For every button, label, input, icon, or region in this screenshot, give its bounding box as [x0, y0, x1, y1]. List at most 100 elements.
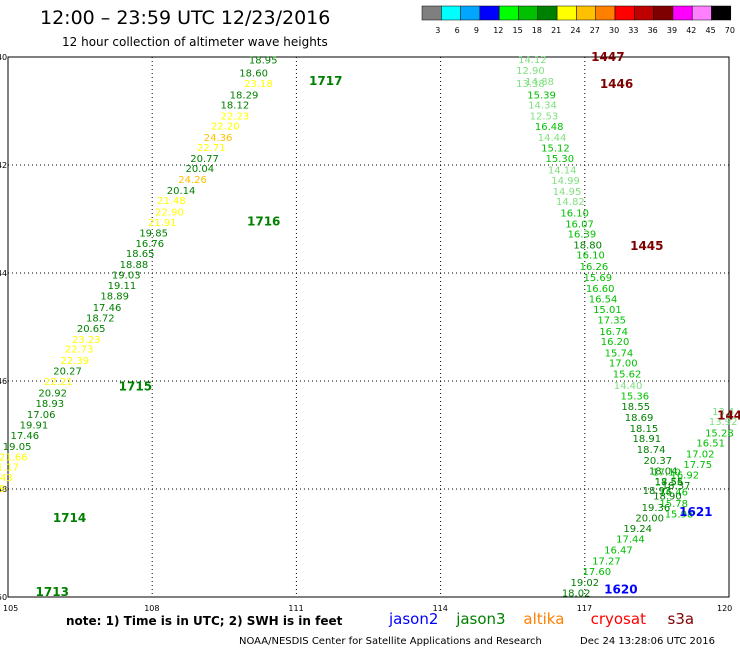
wave-height-value: 15.39 — [527, 90, 556, 101]
pass-number-label: 1620 — [604, 582, 637, 596]
wave-height-value: 18.37 — [662, 481, 691, 492]
satellite-s3a-label: s3a — [668, 610, 695, 628]
wave-height-value: 18.93 — [643, 486, 672, 497]
wave-height-value: 16.60 — [586, 284, 615, 295]
wave-height-value: 17.02 — [686, 449, 715, 460]
legend-swatch — [653, 5, 674, 21]
wave-height-value: 19.02 — [570, 578, 599, 589]
plot-frame — [7, 56, 730, 598]
wave-height-value: 14.44 — [538, 133, 567, 144]
wave-height-value: 24.26 — [178, 175, 207, 186]
wave-height-value: 17.75 — [683, 460, 712, 471]
x-tick-label: 105 — [3, 604, 18, 613]
wave-height-value: 12.53 — [530, 111, 559, 122]
wave-height-value: 17.35 — [597, 315, 626, 326]
wave-height-value: 16.76 — [135, 239, 164, 250]
pass-number-label: 1714 — [53, 511, 86, 525]
x-tick-label: 120 — [717, 604, 732, 613]
wave-height-value: 21.43 — [0, 473, 13, 484]
satellite-jason2-label: jason2 — [388, 610, 438, 628]
wave-height-value: 17.46 — [93, 303, 122, 314]
wave-height-value: 16.47 — [604, 545, 633, 556]
y-tick-label: -50 — [0, 593, 7, 602]
wave-height-value: 15.69 — [583, 273, 612, 284]
wave-height-value: 17.10 — [652, 468, 681, 479]
wave-height-value: 16.54 — [589, 294, 618, 305]
wave-height-value: 12.90 — [516, 66, 545, 77]
wave-height-value: 20.14 — [167, 186, 196, 197]
pass-number-label: 1716 — [247, 215, 280, 229]
wave-height-value: 23.18 — [244, 79, 273, 90]
wave-height-value: 16.46 — [659, 488, 688, 499]
wave-height-value: 19.24 — [623, 524, 652, 535]
wave-height-value: 13.92 — [709, 417, 738, 428]
legend-label: 6 — [455, 26, 460, 35]
legend-label: 33 — [628, 26, 638, 35]
wave-height-value: 18.90 — [653, 491, 682, 502]
legend-swatch — [691, 5, 712, 21]
wave-height-value: 20.27 — [53, 367, 82, 378]
wave-height-value: 14.95 — [553, 187, 582, 198]
wave-height-value: 20.65 — [77, 324, 106, 335]
wave-height-value: 19.03 — [112, 271, 141, 282]
y-tick-label: -46 — [0, 377, 7, 386]
wave-height-value: 15.74 — [605, 348, 634, 359]
x-tick-label: 111 — [288, 604, 303, 613]
y-tick-label: -42 — [0, 161, 7, 170]
legend-label: 21 — [551, 26, 561, 35]
legend-label: 36 — [648, 26, 658, 35]
legend-label: 15 — [513, 26, 523, 35]
wave-height-value: 22.71 — [197, 143, 226, 154]
pass-number-label: 1444 — [717, 409, 740, 423]
wave-height-value: 18.95 — [249, 56, 278, 67]
wave-height-value: 16.07 — [565, 219, 594, 230]
wave-height-value: 18.55 — [655, 477, 684, 488]
x-tick-label: 108 — [144, 604, 159, 613]
wave-height-value: 17.06 — [27, 410, 56, 421]
credit-line: NOAA/NESDIS Center for Satellite Applica… — [239, 636, 542, 647]
legend-swatch — [537, 5, 558, 21]
wave-height-value: 22.39 — [60, 356, 89, 367]
wave-height-value: 19.11 — [108, 281, 137, 292]
wave-height-value: 13.4 — [712, 407, 734, 418]
wave-height-value: 21.91 — [148, 218, 177, 229]
chart-subtitle: 12 hour collection of altimeter wave hei… — [62, 35, 328, 49]
wave-height-value: 17.56 — [655, 477, 684, 488]
pass-number-label: 1621 — [679, 505, 712, 519]
satellite-legend: jason2 jason3 altika cryosat s3a — [388, 610, 694, 628]
legend-label: 42 — [686, 26, 696, 35]
legend-swatch — [672, 5, 693, 21]
legend-swatch — [498, 5, 519, 21]
wave-height-value: 15.01 — [593, 305, 622, 316]
wave-height-value: 22.23 — [221, 111, 250, 122]
wave-height-value: 14.88 — [525, 77, 554, 88]
legend-swatch — [634, 5, 654, 21]
wave-height-value: 19.85 — [139, 229, 168, 240]
wave-height-value: 14.34 — [528, 101, 557, 112]
legend-swatch — [576, 5, 596, 21]
legend-swatch — [711, 5, 732, 21]
wave-height-value: 18.69 — [625, 413, 654, 424]
wave-height-value: 18.89 — [100, 292, 129, 303]
wave-height-value: 16.20 — [601, 337, 630, 348]
wave-height-value: 18.02 — [562, 589, 591, 600]
wave-height-value: 18.15 — [630, 424, 659, 435]
chart-title: 12:00 – 23:59 UTC 12/23/2016 — [40, 7, 330, 29]
wave-height-value: 18.80 — [573, 240, 602, 251]
legend-swatch — [421, 5, 442, 21]
y-tick-label: -44 — [0, 269, 7, 278]
wave-height-value: 18.72 — [86, 313, 115, 324]
wave-height-value: 18.29 — [230, 90, 259, 101]
legend-swatch — [441, 5, 461, 21]
footnote: note: 1) Time is in UTC; 2) SWH is in fe… — [66, 614, 343, 628]
pass-number-label: 1715 — [119, 379, 152, 393]
legend-label: 39 — [667, 26, 677, 35]
wave-height-value: 15.98 — [665, 509, 694, 520]
wave-height-value: 17.46 — [11, 431, 40, 442]
wave-height-value: 23.23 — [72, 335, 101, 346]
wave-height-value: 15.12 — [541, 144, 570, 155]
wave-height-value: 24.36 — [204, 133, 233, 144]
wave-height-value: 15.28 — [705, 428, 734, 439]
